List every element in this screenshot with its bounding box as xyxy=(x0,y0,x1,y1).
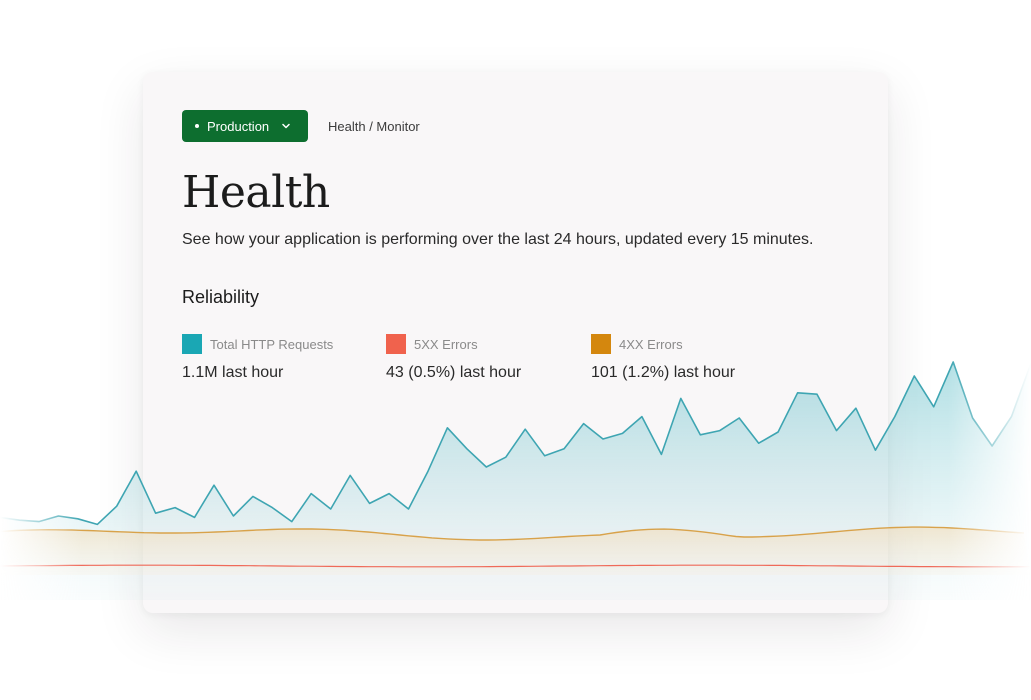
environment-select[interactable]: Production xyxy=(182,110,308,142)
status-dot-icon xyxy=(195,124,199,128)
metric-5xx-errors: 5XX Errors 43 (0.5%) last hour xyxy=(386,334,521,382)
metric-4xx-errors: 4XX Errors 101 (1.2%) last hour xyxy=(591,334,735,382)
section-title-reliability: Reliability xyxy=(182,287,260,307)
metric-label: 5XX Errors xyxy=(414,336,478,352)
breadcrumb[interactable]: Health / Monitor xyxy=(328,119,420,134)
metric-value: 43 (0.5%) last hour xyxy=(386,364,522,381)
legend-swatch-4xx xyxy=(591,334,611,354)
metric-value: 101 (1.2%) last hour xyxy=(591,364,736,381)
metric-value: 1.1M last hour xyxy=(182,364,284,381)
metric-label: 4XX Errors xyxy=(619,336,683,352)
metric-total-requests: Total HTTP Requests 1.1M last hour xyxy=(182,334,333,382)
legend-swatch-5xx xyxy=(386,334,406,354)
legend-swatch-requests xyxy=(182,334,202,354)
page-description: See how your application is performing o… xyxy=(182,231,814,248)
metric-label: Total HTTP Requests xyxy=(210,336,334,352)
chevron-down-icon xyxy=(281,121,291,131)
page-title: Health xyxy=(182,167,330,218)
environment-label: Production xyxy=(207,118,270,134)
